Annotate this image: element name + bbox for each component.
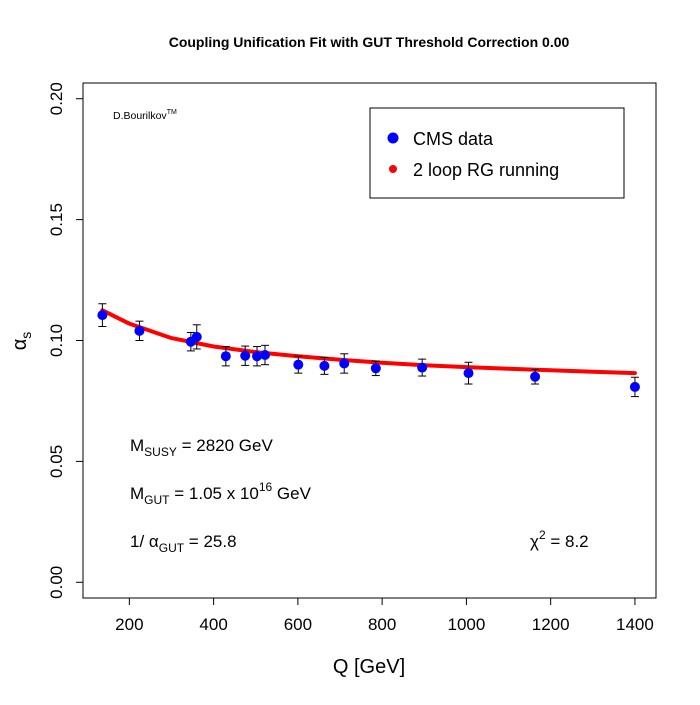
mgut-subscript: GUT xyxy=(144,493,170,507)
x-tick-label: 200 xyxy=(115,615,143,634)
y-tick-label: 0.05 xyxy=(47,445,66,478)
data-point xyxy=(530,371,541,382)
msusy-prefix: M xyxy=(130,436,144,455)
alpha-gut-prefix: 1/ α xyxy=(130,532,159,551)
data-point-group xyxy=(134,320,145,341)
data-point-group xyxy=(319,356,330,375)
msusy-value: = 2820 GeV xyxy=(177,436,274,455)
rg-running-curve xyxy=(100,308,637,376)
data-point-group xyxy=(463,361,474,385)
y-axis-label-subscript: s xyxy=(18,332,34,339)
chi2-exponent: 2 xyxy=(539,528,546,542)
x-tick-label: 1000 xyxy=(447,615,485,634)
data-point xyxy=(463,368,474,379)
data-point xyxy=(293,359,304,370)
msusy-subscript: SUSY xyxy=(144,445,177,459)
mgut-prefix: M xyxy=(130,484,144,503)
chi2-value: = 8.2 xyxy=(546,532,589,551)
legend-marker-cms-data xyxy=(387,132,399,144)
legend-label-rg-running: 2 loop RG running xyxy=(413,160,559,180)
x-tick-label: 800 xyxy=(368,615,396,634)
chi2-prefix: χ xyxy=(530,532,539,551)
mgut-unit: GeV xyxy=(272,484,311,503)
data-point xyxy=(629,381,640,392)
x-axis-label: Q [GeV] xyxy=(333,656,405,678)
credit-name: D.Bourilkov xyxy=(113,110,167,122)
data-point-group xyxy=(220,346,231,367)
msusy-annotation: MSUSY = 2820 GeV xyxy=(130,436,273,459)
data-point-group xyxy=(417,358,428,377)
data-point xyxy=(370,363,381,374)
mgut-exponent: 16 xyxy=(259,480,273,494)
x-tick-label: 600 xyxy=(284,615,312,634)
cms-data-layer xyxy=(97,303,640,398)
data-point-group xyxy=(293,355,304,374)
data-point-group xyxy=(97,303,108,327)
data-point-group xyxy=(260,344,271,366)
chart-title: Coupling Unification Fit with GUT Thresh… xyxy=(169,34,570,50)
x-axis: 200 400 600 800 1000 1200 1400 xyxy=(115,598,654,634)
data-point xyxy=(252,351,263,362)
y-axis-label: αs xyxy=(9,332,34,351)
x-tick-label: 400 xyxy=(199,615,227,634)
data-point-group xyxy=(240,345,251,366)
data-point xyxy=(319,360,330,371)
data-point-group xyxy=(629,376,640,398)
y-tick-label: 0.15 xyxy=(47,203,66,236)
legend-label-cms-data: CMS data xyxy=(413,129,494,149)
credit-text: D.BourilkovTM xyxy=(113,109,177,122)
y-tick-label: 0.00 xyxy=(47,566,66,599)
x-tick-label: 1200 xyxy=(532,615,570,634)
data-point xyxy=(339,358,350,369)
credit-trademark: TM xyxy=(167,109,177,116)
data-point xyxy=(260,350,271,361)
mgut-value: = 1.05 x 10 xyxy=(170,484,259,503)
data-point xyxy=(220,351,231,362)
data-point-group xyxy=(370,360,381,377)
data-point-group xyxy=(191,324,202,350)
mgut-annotation: MGUT = 1.05 x 1016 GeV xyxy=(130,480,312,507)
rg-running-curve-layer xyxy=(100,308,637,376)
y-tick-label: 0.10 xyxy=(47,324,66,357)
x-tick-label: 1400 xyxy=(616,615,654,634)
y-axis-label-main: α xyxy=(9,339,31,351)
y-axis: 0.00 0.05 0.10 0.15 0.20 xyxy=(47,82,83,599)
alpha-gut-value: = 25.8 xyxy=(184,532,236,551)
legend: CMS data 2 loop RG running xyxy=(369,107,625,199)
data-point xyxy=(134,325,145,336)
data-point xyxy=(240,350,251,361)
data-point-group xyxy=(252,346,263,367)
y-tick-label: 0.20 xyxy=(47,82,66,115)
data-point xyxy=(97,310,108,321)
data-point-group xyxy=(339,353,350,374)
data-point-group xyxy=(530,369,541,385)
alpha-gut-subscript: GUT xyxy=(159,541,185,555)
legend-box xyxy=(369,107,625,199)
data-point xyxy=(417,362,428,373)
chi2-annotation: χ2 = 8.2 xyxy=(530,528,589,551)
alpha-gut-annotation: 1/ αGUT = 25.8 xyxy=(130,532,237,555)
data-point xyxy=(191,331,202,342)
legend-marker-rg-running xyxy=(389,165,397,173)
